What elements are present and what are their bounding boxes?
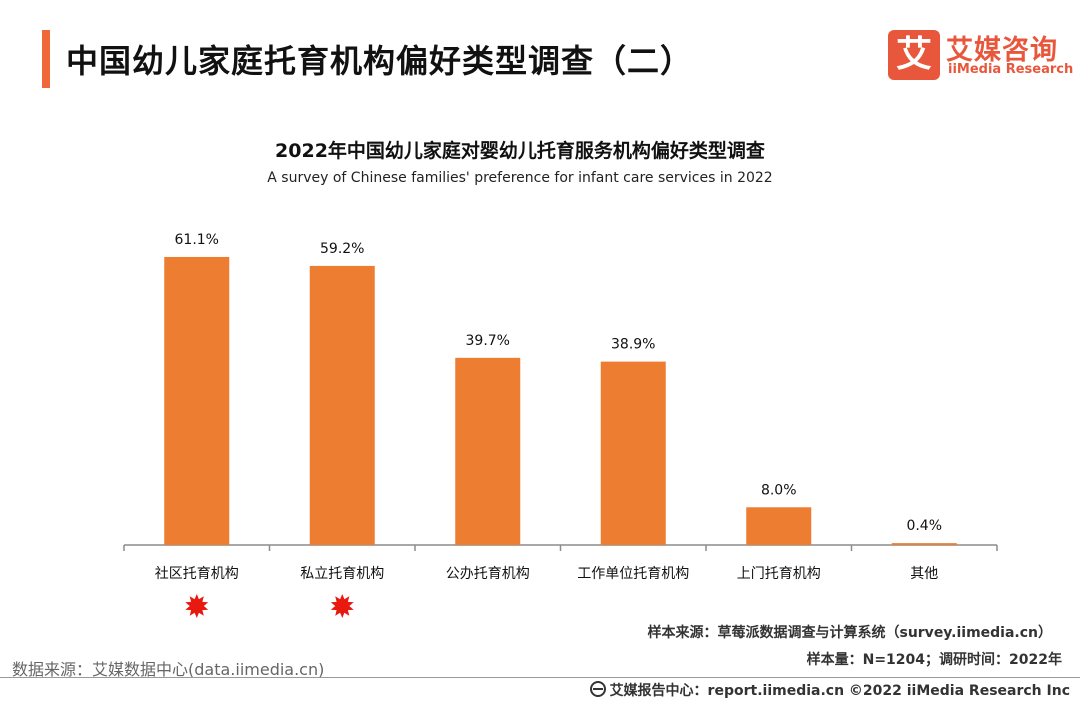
highlight-star-icon xyxy=(185,594,209,618)
category-label: 公办托育机构 xyxy=(446,566,530,582)
data-label: 39.7% xyxy=(466,333,510,349)
logo-name-en: iiMedia Research xyxy=(948,62,1074,77)
footer-text: 艾媒报告中心：report.iimedia.cn ©2022 iiMedia R… xyxy=(609,683,1070,699)
data-label: 8.0% xyxy=(761,482,797,498)
bar xyxy=(309,265,375,545)
data-label: 0.4% xyxy=(906,518,942,534)
data-label: 61.1% xyxy=(175,232,219,248)
category-label: 上门托育机构 xyxy=(737,566,821,582)
category-label: 社区托育机构 xyxy=(155,566,239,582)
data-label: 38.9% xyxy=(611,337,655,353)
chart-subtitle: A survey of Chinese families' preference… xyxy=(267,170,773,186)
data-source-note: 数据来源：艾媒数据中心(data.iimedia.cn) xyxy=(12,660,325,679)
page-title: 中国幼儿家庭托育机构偏好类型调查（二） xyxy=(66,42,694,80)
bar xyxy=(455,357,521,545)
highlight-star-icon xyxy=(330,594,354,618)
bar-chart: 61.1% 社区托育机构 59.2% 私立托育机构 39.7% 公办托育机构 38.9% 工作… xyxy=(123,232,998,618)
footer-divider xyxy=(0,677,1080,678)
footer: 艾媒报告中心：report.iimedia.cn ©2022 iiMedia R… xyxy=(589,680,1070,700)
data-label: 59.2% xyxy=(320,241,364,257)
chart-title: 2022年中国幼儿家庭对婴幼儿托育服务机构偏好类型调查 xyxy=(275,140,765,162)
bar xyxy=(891,543,957,545)
logo-mark-icon: 艾 xyxy=(888,30,940,80)
category-label: 其他 xyxy=(910,566,938,582)
logo-name-cn: 艾媒咨询 xyxy=(946,35,1058,66)
category-label: 工作单位托育机构 xyxy=(577,566,689,582)
bar xyxy=(600,361,666,545)
bar xyxy=(164,256,230,545)
iimedia-logo: 艾 艾媒咨询 iiMedia Research xyxy=(888,28,1073,84)
category-label: 私立托育机构 xyxy=(300,566,384,582)
bar xyxy=(746,507,812,545)
sample-size-note: 样本量：N=1204；调研时间：2022年 xyxy=(806,652,1062,668)
sample-source-note: 样本来源：草莓派数据调查与计算系统（survey.iimedia.cn） xyxy=(647,625,1052,641)
report-center-icon xyxy=(589,681,606,697)
title-accent-bar xyxy=(42,30,50,88)
